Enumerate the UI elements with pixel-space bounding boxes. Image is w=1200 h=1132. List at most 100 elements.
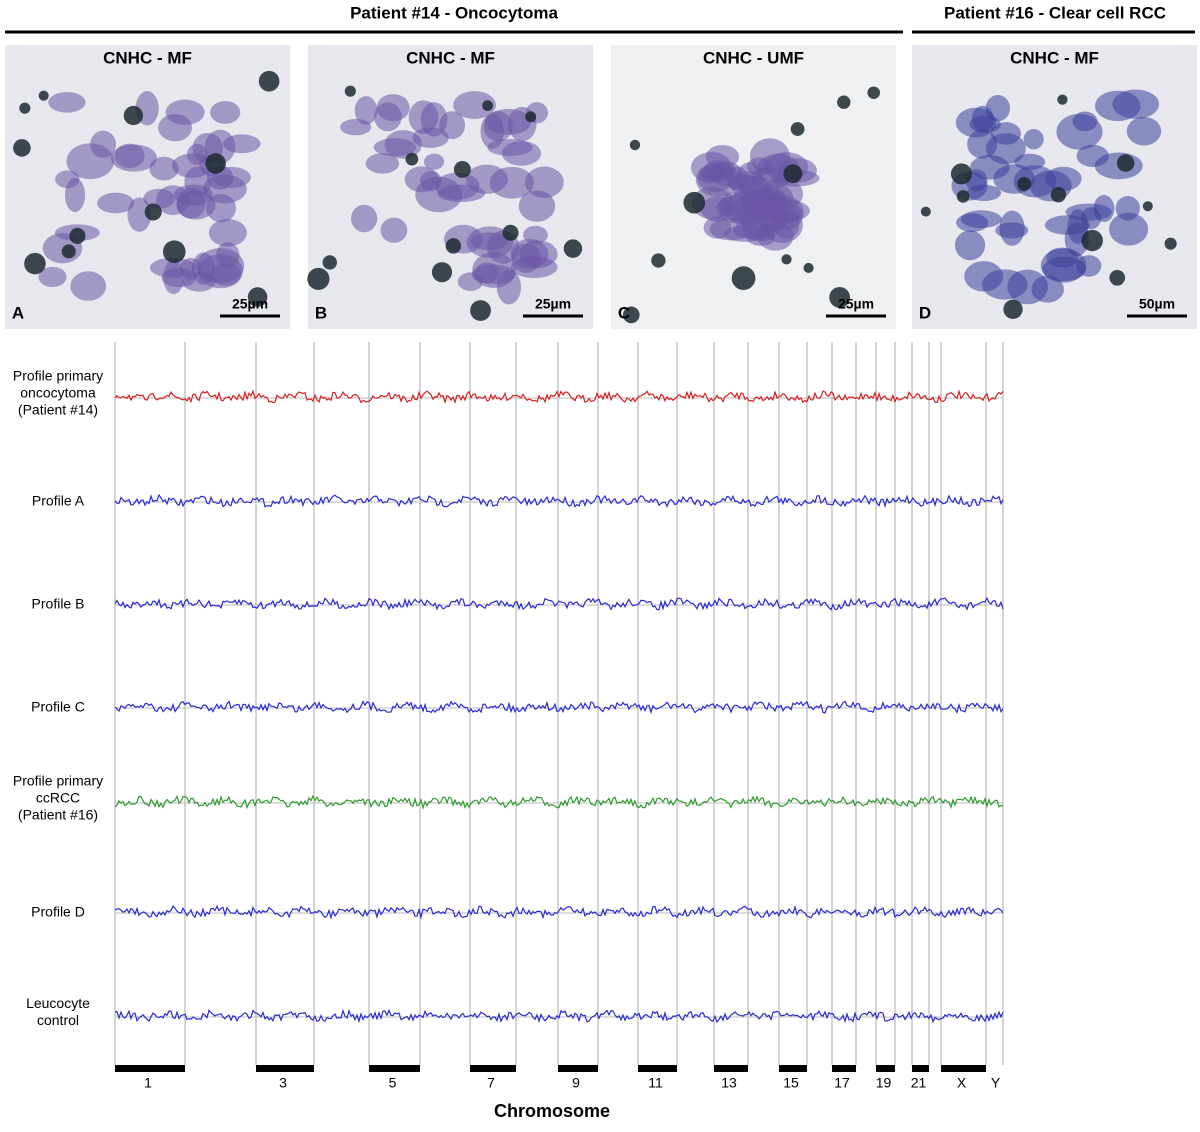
bead — [1164, 237, 1177, 250]
bead — [445, 238, 462, 254]
bead — [1142, 201, 1153, 212]
bead — [731, 266, 756, 290]
scale-label: 50µm — [1139, 296, 1175, 312]
bead — [525, 111, 537, 123]
cell-nucleus — [38, 266, 67, 288]
cell-nucleus — [956, 213, 989, 233]
cell-nucleus — [510, 256, 558, 279]
cell-nucleus — [1065, 203, 1112, 221]
bead — [629, 139, 641, 151]
cell-nucleus — [1112, 89, 1160, 119]
cell-nucleus — [171, 153, 213, 178]
cell-nucleus — [757, 222, 794, 251]
profile-label: ccRCC — [36, 790, 80, 806]
profile-label: Profile B — [32, 596, 85, 612]
cell-nucleus — [158, 114, 193, 142]
scale-label: 25µm — [535, 296, 571, 312]
chromosome-label: 9 — [572, 1075, 580, 1091]
bead — [683, 191, 706, 214]
chromosome-label: 13 — [721, 1075, 737, 1091]
chromosome-label: 7 — [487, 1075, 495, 1091]
panel-title: CNHC - MF — [406, 48, 495, 67]
bead — [1057, 94, 1068, 105]
chromosome-label: X — [957, 1075, 967, 1091]
bead — [123, 105, 144, 126]
photo-panels: CNHC - MF A 25µm CNHC - MF B 25µm CNHC - UMF C 2… — [5, 45, 1197, 329]
cell-nucleus — [354, 96, 378, 125]
profile-label: Profile C — [31, 699, 85, 715]
bead — [307, 267, 330, 291]
profile-trace — [114, 700, 1004, 715]
bead — [24, 252, 46, 275]
bead — [1017, 177, 1032, 191]
profile-trace — [114, 904, 1004, 920]
bead — [453, 160, 471, 178]
cell-nucleus — [48, 91, 86, 113]
cell-nucleus — [726, 166, 749, 190]
profile-trace — [114, 1008, 1004, 1024]
bead — [470, 300, 491, 321]
cell-nucleus — [999, 210, 1025, 246]
cell-nucleus — [127, 197, 152, 232]
bead — [258, 70, 280, 92]
profile-trace — [114, 794, 1004, 810]
bead — [563, 239, 583, 258]
bead — [405, 152, 419, 166]
profile-label: Leucocyte — [26, 995, 90, 1011]
chromosome-bar — [115, 1065, 185, 1072]
bead — [144, 203, 162, 221]
bead — [1003, 299, 1023, 319]
bead — [1109, 269, 1126, 286]
cell-nucleus — [523, 225, 548, 245]
scale-label: 25µm — [232, 296, 268, 312]
chromosome-bar — [714, 1065, 748, 1072]
profile-label: Profile A — [32, 493, 85, 509]
cell-nucleus — [206, 193, 236, 223]
cell-nucleus — [470, 232, 508, 251]
panel-title: CNHC - UMF — [703, 48, 804, 67]
bead — [162, 240, 186, 263]
chromosome-bar — [638, 1065, 677, 1072]
chromosome-label: Y — [991, 1075, 1001, 1091]
bead — [482, 100, 493, 111]
photo-panel: CNHC - MF A 25µm — [5, 45, 290, 329]
cell-nucleus — [1040, 248, 1087, 283]
panel-letter: C — [618, 303, 630, 322]
cell-nucleus — [954, 230, 986, 261]
cell-nucleus — [524, 166, 564, 199]
cell-nucleus — [384, 130, 422, 159]
cell-nucleus — [489, 166, 534, 199]
left-header: Patient #14 - Oncocytoma — [350, 3, 558, 22]
cell-nucleus — [703, 216, 732, 239]
profile-label: Profile primary — [13, 368, 103, 384]
profile-label: (Patient #16) — [18, 807, 98, 823]
profile-label: Profile primary — [13, 773, 103, 789]
bead — [950, 163, 972, 185]
bead — [431, 262, 453, 283]
cell-nucleus — [350, 204, 378, 233]
cell-nucleus — [691, 186, 734, 220]
cell-nucleus — [97, 192, 135, 214]
cell-nucleus — [149, 257, 196, 278]
cell-nucleus — [480, 113, 504, 149]
cell-nucleus — [1023, 128, 1044, 150]
cell-nucleus — [1072, 111, 1098, 132]
cell-nucleus — [1109, 212, 1149, 246]
chromosome-label: 5 — [389, 1075, 397, 1091]
x-axis-title: Chromosome — [494, 1101, 610, 1121]
bead — [829, 286, 851, 308]
chromosome-bar — [876, 1065, 895, 1072]
bead — [502, 224, 519, 241]
cell-nucleus — [518, 190, 556, 222]
profile-trace — [114, 596, 1004, 611]
chromosome-bar — [558, 1065, 598, 1072]
cell-nucleus — [70, 271, 107, 301]
bead — [1081, 229, 1103, 252]
bead — [69, 227, 86, 244]
cell-nucleus — [66, 143, 115, 180]
chromosome-label: 21 — [911, 1075, 927, 1091]
bead — [247, 287, 268, 307]
chromosome-bar — [779, 1065, 807, 1072]
